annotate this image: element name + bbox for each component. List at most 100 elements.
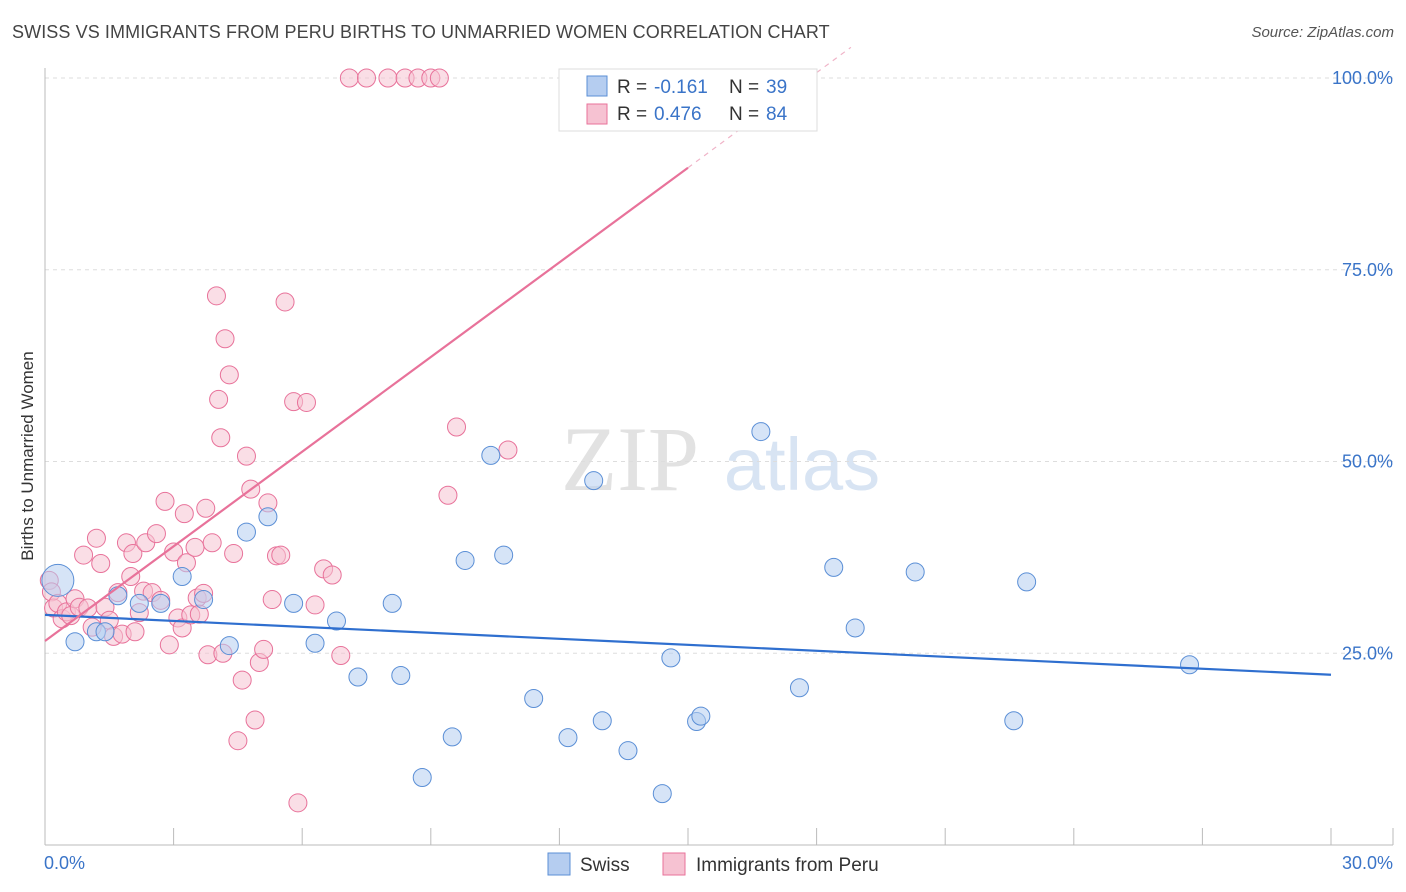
swiss-point-3: [95, 622, 115, 642]
swiss-point-13: [305, 633, 325, 653]
swiss-point-39: [1180, 655, 1200, 675]
legend-swiss-n-label: N =: [729, 77, 759, 98]
swiss-point-17: [391, 665, 411, 685]
legend-peru-r-value: 0.476: [654, 104, 702, 125]
peru-point-21: [123, 544, 143, 564]
peru-point-48: [219, 365, 239, 385]
bottom-legend-swiss: Swiss: [580, 855, 630, 876]
peru-point-50: [228, 731, 248, 751]
swiss-point-34: [824, 557, 844, 577]
peru-point-46: [211, 428, 231, 448]
peru-point-52: [236, 446, 256, 466]
bottom-legend: Swiss Immigrants from Peru: [547, 852, 879, 876]
peru-point-71: [378, 68, 398, 88]
scatter-points: [39, 68, 1200, 813]
swiss-point-24: [558, 728, 578, 748]
swiss-point-36: [905, 562, 925, 582]
swiss-point-11: [258, 507, 278, 527]
peru-point-13: [91, 554, 111, 574]
y-tick-label-2: 75.0%: [1342, 260, 1393, 280]
swiss-point-35: [845, 618, 865, 638]
legend-swiss-r-value: -0.161: [654, 77, 708, 98]
peru-point-43: [202, 533, 222, 553]
swiss-point-1: [65, 632, 85, 652]
peru-trend-line: [44, 166, 689, 642]
tick-labels: 25.0% 50.0% 75.0% 100.0% 0.0% 30.0%: [44, 68, 1393, 873]
x-tick-label-min: 0.0%: [44, 853, 85, 873]
swiss-point-26: [592, 711, 612, 731]
peru-point-49: [224, 544, 244, 564]
peru-point-68: [331, 646, 351, 666]
peru-point-75: [429, 68, 449, 88]
swiss-point-22: [494, 545, 514, 565]
peru-point-78: [498, 440, 518, 460]
swiss-point-38: [1017, 572, 1037, 592]
swiss-point-20: [455, 550, 475, 570]
swiss-point-10: [236, 522, 256, 542]
peru-point-56: [254, 639, 274, 659]
swiss-point-32: [751, 422, 771, 442]
swiss-point-12: [284, 593, 304, 613]
peru-point-65: [305, 595, 325, 615]
swiss-point-31: [691, 706, 711, 726]
legend-swiss-r-label: R =: [617, 77, 647, 98]
watermark-zip: ZIP: [561, 408, 699, 510]
y-tick-label-1: 50.0%: [1342, 452, 1393, 472]
legend-swiss-n-value: 39: [766, 77, 787, 98]
peru-point-58: [262, 590, 282, 610]
swiss-point-23: [524, 689, 544, 709]
swiss-point-6: [151, 593, 171, 613]
peru-point-69: [339, 68, 359, 88]
y-axis-label: Births to Unmarried Women: [18, 351, 37, 560]
peru-point-27: [146, 524, 166, 544]
peru-point-61: [275, 292, 295, 312]
peru-point-30: [159, 635, 179, 655]
peru-point-37: [185, 537, 205, 557]
swiss-point-37: [1004, 711, 1024, 731]
bottom-legend-swatch-peru: [662, 852, 686, 876]
swiss-point-25: [584, 471, 604, 491]
swiss-point-9: [219, 636, 239, 656]
swiss-point-27: [618, 741, 638, 761]
legend-swatch-peru: [586, 103, 608, 125]
peru-point-34: [174, 504, 194, 524]
peru-point-67: [322, 565, 342, 585]
legend-box: R = -0.161 N = 39 R = 0.476 N = 84: [558, 68, 818, 132]
peru-point-12: [86, 528, 106, 548]
peru-point-47: [215, 329, 235, 349]
legend-peru-r-label: R =: [617, 104, 647, 125]
peru-point-51: [232, 670, 252, 690]
swiss-point-8: [194, 590, 214, 610]
peru-point-54: [245, 710, 265, 730]
peru-point-29: [155, 491, 175, 511]
swiss-point-4: [108, 586, 128, 606]
swiss-trend-line: [44, 613, 1332, 676]
y-tick-label-3: 100.0%: [1332, 68, 1393, 88]
legend-swatch-swiss: [586, 75, 608, 97]
y-tick-label-0: 25.0%: [1342, 643, 1393, 663]
legend-peru-n-label: N =: [729, 104, 759, 125]
peru-point-64: [296, 392, 316, 412]
bottom-legend-swatch-swiss: [547, 852, 571, 876]
peru-point-77: [447, 417, 467, 437]
swiss-point-18: [412, 768, 432, 788]
gridlines: [45, 77, 1395, 654]
peru-point-63: [288, 793, 308, 813]
peru-point-41: [196, 498, 216, 518]
bottom-legend-peru: Immigrants from Peru: [696, 855, 879, 876]
axes: [44, 68, 1394, 846]
swiss-point-21: [481, 445, 501, 465]
peru-point-44: [206, 286, 226, 306]
peru-point-70: [357, 68, 376, 88]
peru-point-9: [74, 545, 94, 565]
x-tick-label-max: 30.0%: [1342, 853, 1393, 873]
peru-point-22: [125, 622, 145, 642]
peru-point-76: [438, 485, 458, 505]
trend-lines: [44, 46, 1332, 676]
swiss-point-16: [382, 593, 402, 613]
swiss-point-19: [442, 727, 462, 747]
chart-title: SWISS VS IMMIGRANTS FROM PERU BIRTHS TO …: [12, 22, 830, 42]
swiss-point-5: [129, 593, 149, 613]
legend-peru-n-value: 84: [766, 104, 788, 125]
